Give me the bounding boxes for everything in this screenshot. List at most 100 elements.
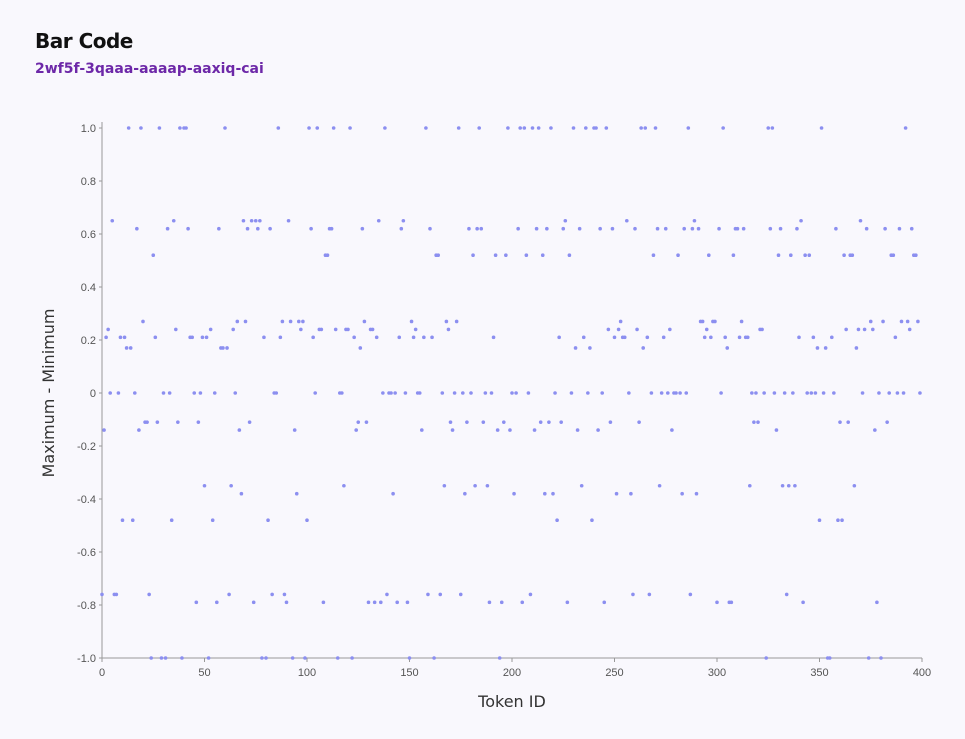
point — [171, 218, 176, 223]
point — [110, 218, 115, 223]
point — [139, 126, 143, 130]
point — [702, 335, 707, 340]
point — [565, 600, 570, 605]
point — [799, 218, 803, 223]
point — [309, 226, 313, 231]
point — [690, 226, 695, 231]
point — [159, 656, 164, 660]
point — [918, 391, 922, 395]
point — [569, 391, 574, 395]
point — [627, 391, 631, 395]
point — [395, 600, 400, 605]
point — [844, 327, 848, 332]
point — [461, 391, 465, 395]
point — [374, 335, 379, 340]
point — [661, 335, 666, 340]
point — [584, 126, 588, 130]
point — [100, 592, 104, 597]
point — [899, 319, 904, 324]
point — [411, 335, 416, 340]
point — [206, 656, 211, 660]
point — [803, 253, 807, 257]
point — [463, 491, 467, 496]
point — [456, 126, 461, 130]
point — [557, 335, 561, 340]
point — [280, 319, 285, 324]
point — [251, 600, 256, 605]
point — [510, 391, 514, 395]
point — [329, 226, 334, 231]
point — [106, 327, 110, 332]
point — [780, 483, 785, 488]
point — [215, 600, 219, 605]
point — [520, 600, 525, 605]
point — [239, 491, 244, 496]
point — [161, 391, 166, 395]
point — [116, 391, 121, 395]
point — [895, 391, 900, 395]
point — [255, 226, 260, 231]
point — [264, 656, 268, 660]
point — [907, 327, 912, 332]
point — [678, 391, 682, 395]
point — [208, 327, 213, 332]
point — [858, 218, 863, 223]
point — [823, 346, 828, 350]
point — [432, 656, 436, 660]
point — [577, 226, 582, 231]
point — [850, 253, 855, 257]
point — [407, 656, 412, 660]
point — [483, 391, 488, 395]
point — [204, 335, 209, 340]
point — [676, 253, 680, 257]
point — [221, 346, 225, 350]
point — [321, 600, 326, 605]
point — [335, 656, 340, 660]
point — [581, 335, 586, 340]
y-axis-label: Maximum - Minimum — [39, 309, 58, 478]
point — [795, 226, 799, 231]
x-tick-label: 100 — [298, 667, 316, 679]
point — [901, 391, 906, 395]
point — [512, 491, 516, 496]
point — [909, 226, 914, 231]
point — [555, 518, 559, 522]
point — [772, 391, 777, 395]
point — [141, 319, 145, 324]
point — [834, 226, 838, 231]
point — [731, 253, 736, 257]
point — [862, 327, 867, 332]
point — [526, 391, 531, 395]
point — [524, 253, 529, 257]
y-tick-label: 0.8 — [81, 176, 96, 188]
point — [715, 600, 719, 605]
point — [842, 253, 846, 257]
point — [553, 391, 557, 395]
point — [237, 428, 242, 432]
point — [428, 226, 432, 231]
point — [877, 391, 881, 395]
point — [247, 420, 252, 424]
point — [739, 319, 744, 324]
y-tick-label: 0.4 — [81, 282, 96, 294]
point — [625, 218, 629, 223]
point — [741, 226, 746, 231]
point — [403, 391, 408, 395]
point — [606, 327, 611, 332]
point — [231, 327, 235, 332]
point — [522, 126, 527, 130]
point — [202, 483, 207, 488]
x-tick-label: 250 — [605, 667, 623, 679]
point — [409, 319, 414, 324]
point — [680, 491, 684, 496]
point — [805, 391, 809, 395]
x-tick-label: 0 — [99, 667, 105, 679]
point — [508, 428, 512, 432]
point — [819, 126, 824, 130]
point — [637, 420, 641, 424]
point — [830, 335, 834, 340]
point — [647, 592, 652, 597]
point — [502, 420, 506, 424]
point — [725, 346, 730, 350]
point — [391, 491, 395, 496]
